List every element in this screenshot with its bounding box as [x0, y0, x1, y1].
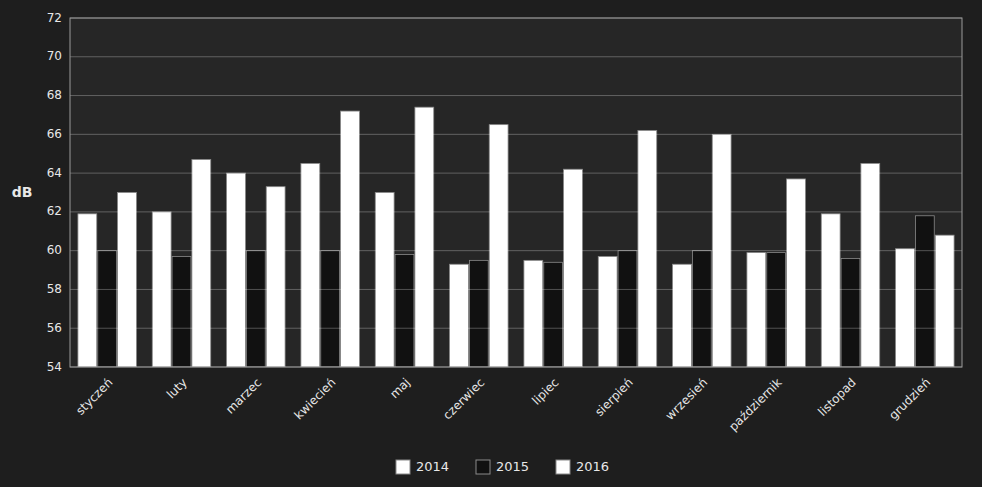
y-tick-label: 72 — [47, 11, 62, 25]
legend-swatch — [396, 460, 410, 474]
bar — [395, 255, 414, 367]
bar — [692, 251, 711, 367]
bar — [227, 173, 246, 367]
grid-line — [70, 56, 962, 57]
grid-line — [70, 134, 962, 135]
x-tick-label: sierpień — [592, 375, 636, 419]
bar — [896, 249, 915, 367]
y-tick-label: 58 — [47, 282, 62, 296]
grid-line — [70, 250, 962, 251]
background — [0, 0, 982, 487]
y-tick-label: 64 — [47, 166, 62, 180]
grid-line — [70, 173, 962, 174]
grid-line — [70, 328, 962, 329]
bar — [375, 193, 394, 368]
y-ticks: 54 56 58 60 62 64 66 68 70 72 — [47, 11, 62, 374]
bar — [787, 179, 806, 367]
bar — [469, 260, 488, 367]
y-axis-label: dB — [12, 184, 33, 200]
x-tick-label: czerwiec — [440, 375, 487, 422]
bar — [192, 160, 211, 367]
y-tick-label: 70 — [47, 49, 62, 63]
bar — [321, 251, 340, 367]
legend-swatch — [476, 460, 490, 474]
bar — [489, 125, 508, 367]
bar — [915, 216, 934, 367]
bar — [78, 214, 97, 367]
chart: 54 56 58 60 62 64 66 68 70 72 styczeń luty marzec kwi… — [0, 0, 982, 487]
bar — [98, 251, 117, 367]
bar — [841, 258, 860, 367]
grid — [70, 18, 962, 367]
bar — [301, 163, 320, 367]
plot-frame — [70, 18, 962, 367]
bar — [544, 262, 563, 367]
y-tick-label: 54 — [47, 360, 62, 374]
x-tick-label: grudzień — [886, 375, 933, 422]
x-tick-label: marzec — [223, 375, 264, 416]
y-tick-label: 66 — [47, 127, 62, 141]
x-tick-label: luty — [164, 375, 190, 401]
y-tick-label: 60 — [47, 243, 62, 257]
bar — [450, 264, 469, 367]
bar — [861, 163, 880, 367]
grid-line — [70, 289, 962, 290]
x-ticks: styczeń luty marzec kwiecień maj czerwiec lipi… — [73, 375, 933, 433]
bar — [618, 251, 637, 367]
grid-line — [70, 211, 962, 212]
bar — [172, 256, 191, 367]
chart-container: 54 56 58 60 62 64 66 68 70 72 styczeń luty marzec kwi… — [0, 0, 982, 487]
legend-swatch — [556, 460, 570, 474]
legend-label: 2016 — [576, 459, 609, 474]
x-tick-label: październik — [726, 375, 784, 433]
legend: 2014 2015 2016 — [396, 459, 609, 475]
bar — [767, 253, 786, 367]
legend-label: 2014 — [416, 459, 449, 474]
y-tick-label: 68 — [47, 88, 62, 102]
x-tick-label: lipiec — [529, 375, 561, 407]
bar — [821, 214, 840, 367]
x-tick-label: kwiecień — [292, 375, 339, 422]
x-tick-label: listopad — [815, 375, 859, 419]
bar — [118, 193, 137, 368]
x-tick-label: wrzesień — [663, 375, 710, 422]
x-tick-label: maj — [387, 375, 413, 401]
y-tick-label: 56 — [47, 321, 62, 335]
bar — [673, 264, 692, 367]
legend-label: 2015 — [496, 459, 529, 474]
bar — [246, 251, 265, 367]
x-tick-label: styczeń — [73, 375, 115, 417]
bar — [524, 260, 543, 367]
grid-line — [70, 95, 962, 96]
bar — [638, 130, 657, 367]
bar — [598, 256, 617, 367]
plot-area — [70, 18, 962, 367]
bar — [747, 253, 766, 367]
bar — [564, 169, 583, 367]
bar — [266, 187, 285, 367]
bar — [935, 235, 954, 367]
y-tick-label: 62 — [47, 204, 62, 218]
